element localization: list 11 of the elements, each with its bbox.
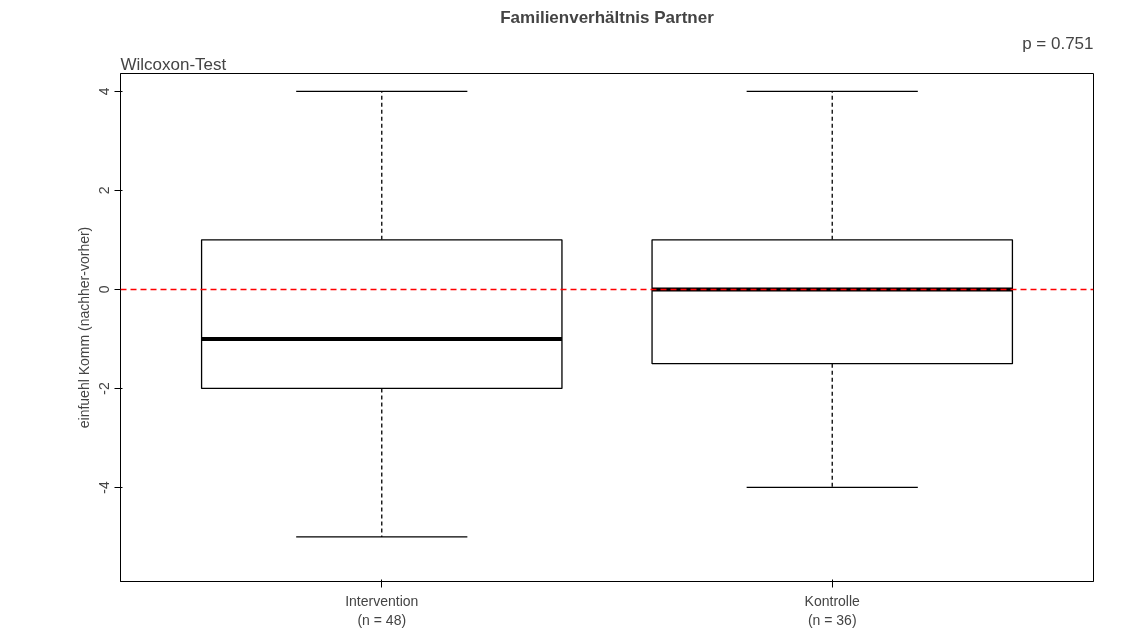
x-tick-label: Kontrolle (n = 36) xyxy=(804,592,861,628)
y-tick-label: -4 xyxy=(96,480,113,494)
y-tick-label: 0 xyxy=(96,285,113,294)
y-tick-label: 2 xyxy=(96,186,113,195)
text: Wilcoxon-Test xyxy=(120,54,227,74)
text: p = 0.751 xyxy=(1022,33,1094,53)
x-tick-label: Intervention (n = 48) xyxy=(345,592,419,628)
y-axis-title: einfuehl Komm (nachher-vorher) xyxy=(75,226,92,429)
chart-title: Familienverhältnis Partner xyxy=(500,7,715,27)
y-tick-label: -2 xyxy=(96,381,113,395)
y-tick-label: 4 xyxy=(96,87,113,96)
